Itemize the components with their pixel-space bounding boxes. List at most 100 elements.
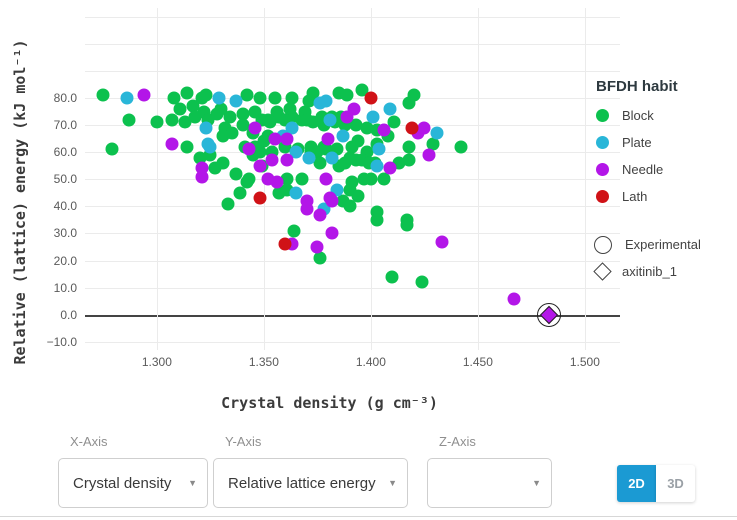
scatter-point[interactable]: [295, 172, 309, 186]
scatter-point[interactable]: [229, 94, 243, 108]
scatter-point[interactable]: [323, 113, 337, 127]
scatter-point[interactable]: [285, 91, 299, 105]
scatter-point[interactable]: [285, 121, 299, 135]
scatter-point[interactable]: [203, 140, 217, 154]
scatter-point[interactable]: [186, 99, 200, 113]
scatter-point[interactable]: [137, 88, 151, 102]
scatter-point[interactable]: [270, 175, 284, 189]
scatter-point[interactable]: [313, 156, 327, 170]
scatter-point[interactable]: [426, 137, 440, 151]
scatter-point[interactable]: [105, 142, 119, 156]
scatter-point[interactable]: [319, 94, 333, 108]
scatter-point[interactable]: [405, 121, 419, 135]
scatter-point[interactable]: [167, 91, 181, 105]
legend-item-lath[interactable]: Lath: [596, 183, 736, 210]
scatter-point[interactable]: [417, 121, 431, 135]
scatter-point[interactable]: [287, 224, 301, 238]
scatter-point[interactable]: [325, 226, 339, 240]
scatter-point[interactable]: [377, 123, 391, 137]
scatter-point[interactable]: [430, 126, 444, 140]
scatter-point[interactable]: [387, 115, 401, 129]
scatter-point[interactable]: [289, 186, 303, 200]
scatter-point[interactable]: [199, 121, 213, 135]
scatter-point[interactable]: [233, 186, 247, 200]
scatter-point[interactable]: [300, 113, 314, 127]
legend-item-experimental[interactable]: Experimental: [594, 231, 736, 258]
scatter-point[interactable]: [199, 88, 213, 102]
scatter-point[interactable]: [364, 91, 378, 105]
scatter-point[interactable]: [366, 110, 380, 124]
scatter-point[interactable]: [278, 237, 292, 251]
scatter-point[interactable]: [96, 88, 110, 102]
scatter-point[interactable]: [236, 107, 249, 121]
scatter-point[interactable]: [216, 156, 230, 170]
scatter-point[interactable]: [364, 172, 378, 186]
legend-item-block[interactable]: Block: [596, 102, 736, 129]
scatter-point[interactable]: [265, 153, 279, 167]
scatter-point[interactable]: [253, 159, 267, 173]
scatter-point[interactable]: [370, 159, 384, 173]
scatter-point[interactable]: [415, 275, 429, 289]
scatter-point[interactable]: [280, 172, 294, 186]
scatter-point[interactable]: [195, 170, 209, 184]
scatter-point[interactable]: [360, 121, 374, 135]
scatter-point[interactable]: [340, 88, 354, 102]
scatter-point[interactable]: [212, 91, 226, 105]
scatter-point[interactable]: [351, 189, 365, 203]
scatter-point[interactable]: [188, 110, 202, 124]
scatter-point[interactable]: [385, 270, 399, 284]
scatter-point[interactable]: [325, 151, 339, 165]
scatter-point[interactable]: [280, 153, 294, 167]
scatter-point[interactable]: [180, 140, 194, 154]
scatter-point[interactable]: [313, 208, 327, 221]
scatter-point[interactable]: [253, 91, 267, 105]
scatter-point[interactable]: [507, 292, 521, 305]
scatter-point[interactable]: [310, 240, 324, 254]
scatter-point[interactable]: [300, 202, 314, 216]
view-3d-button[interactable]: 3D: [656, 465, 695, 502]
scatter-point[interactable]: [306, 86, 320, 100]
scatter-point[interactable]: [383, 102, 397, 116]
scatter-point[interactable]: [349, 118, 363, 132]
scatter-point[interactable]: [268, 132, 282, 146]
scatter-point[interactable]: [454, 140, 468, 154]
legend-item-needle[interactable]: Needle: [596, 156, 736, 183]
scatter-point[interactable]: [289, 145, 303, 159]
scatter-point[interactable]: [313, 251, 327, 265]
scatter-point[interactable]: [120, 91, 134, 105]
scatter-point[interactable]: [165, 137, 179, 151]
scatter-point[interactable]: [340, 110, 354, 124]
scatter-point[interactable]: [302, 151, 316, 165]
scatter-point[interactable]: [268, 91, 282, 105]
scatter-point[interactable]: [173, 102, 187, 116]
legend-item-plate[interactable]: Plate: [596, 129, 736, 156]
scatter-point[interactable]: [280, 132, 294, 146]
scatter-point[interactable]: [370, 213, 384, 227]
y-axis-select[interactable]: Relative lattice energy ▼: [213, 458, 408, 508]
scatter-point[interactable]: [343, 199, 356, 213]
scatter-point[interactable]: [336, 129, 350, 143]
scatter-point[interactable]: [345, 140, 359, 154]
scatter-point[interactable]: [377, 172, 391, 186]
scatter-point[interactable]: [193, 151, 207, 165]
scatter-point[interactable]: [402, 153, 416, 167]
scatter-point[interactable]: [178, 115, 192, 129]
scatter-point[interactable]: [263, 115, 277, 129]
scatter-point[interactable]: [240, 88, 254, 102]
scatter-point[interactable]: [122, 113, 136, 127]
view-2d-button[interactable]: 2D: [617, 465, 656, 502]
scatter-point[interactable]: [150, 115, 164, 129]
scatter-point[interactable]: [383, 161, 397, 175]
scatter-point[interactable]: [321, 132, 335, 146]
scatter-point[interactable]: [216, 129, 230, 143]
scatter-point[interactable]: [402, 140, 416, 154]
z-axis-select[interactable]: ▼: [427, 458, 552, 508]
scatter-point[interactable]: [435, 235, 449, 249]
scatter-point[interactable]: [180, 86, 194, 100]
scatter-point[interactable]: [229, 167, 243, 181]
scatter-point[interactable]: [248, 121, 262, 135]
scatter-point[interactable]: [319, 172, 333, 186]
scatter-point[interactable]: [422, 148, 436, 162]
scatter-point[interactable]: [372, 142, 386, 156]
scatter-point[interactable]: [407, 88, 421, 102]
